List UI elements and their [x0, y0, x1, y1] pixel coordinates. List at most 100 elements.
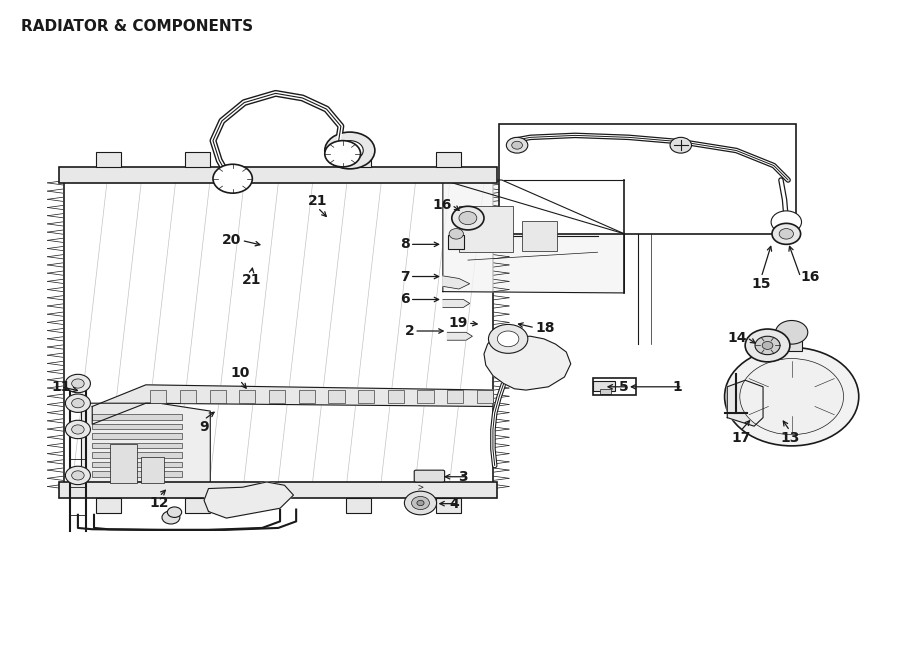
Bar: [92, 462, 182, 467]
Text: 7: 7: [400, 269, 410, 283]
Bar: [59, 167, 498, 183]
Text: 13: 13: [780, 431, 799, 445]
Bar: [141, 457, 164, 483]
Text: 3: 3: [458, 470, 468, 484]
Bar: [92, 434, 182, 439]
Bar: [92, 414, 182, 420]
Circle shape: [489, 324, 527, 354]
Bar: [593, 378, 636, 395]
Circle shape: [72, 471, 85, 480]
Circle shape: [337, 140, 364, 160]
Circle shape: [724, 348, 859, 446]
Text: 17: 17: [731, 431, 751, 445]
Text: 20: 20: [222, 234, 241, 248]
Circle shape: [459, 212, 477, 224]
Bar: [64, 177, 493, 489]
Circle shape: [498, 331, 519, 347]
Bar: [477, 390, 493, 403]
Circle shape: [512, 141, 522, 149]
Circle shape: [411, 496, 429, 510]
Circle shape: [771, 211, 802, 233]
Circle shape: [417, 500, 424, 506]
Bar: [447, 390, 464, 403]
Text: 18: 18: [535, 320, 554, 335]
Polygon shape: [82, 403, 211, 483]
Bar: [600, 389, 611, 394]
Circle shape: [167, 507, 182, 518]
Text: 4: 4: [449, 496, 459, 510]
Circle shape: [66, 394, 90, 412]
Bar: [185, 152, 211, 167]
Polygon shape: [447, 332, 473, 340]
Bar: [150, 390, 166, 403]
Text: RADIATOR & COMPONENTS: RADIATOR & COMPONENTS: [21, 19, 253, 34]
Text: 15: 15: [752, 277, 771, 291]
Bar: [436, 498, 461, 513]
Circle shape: [755, 336, 780, 355]
Circle shape: [162, 511, 180, 524]
Text: 9: 9: [199, 420, 209, 434]
Circle shape: [772, 223, 801, 244]
Bar: [92, 424, 182, 429]
Bar: [358, 390, 374, 403]
Bar: [95, 152, 121, 167]
FancyBboxPatch shape: [414, 470, 445, 482]
Text: 19: 19: [448, 316, 468, 330]
Polygon shape: [443, 299, 470, 307]
Polygon shape: [727, 380, 763, 426]
Bar: [593, 381, 616, 391]
Polygon shape: [204, 482, 293, 518]
Circle shape: [325, 140, 361, 167]
Bar: [95, 498, 121, 513]
Text: 21: 21: [308, 193, 328, 208]
Circle shape: [779, 228, 794, 239]
Circle shape: [213, 164, 252, 193]
Bar: [92, 452, 182, 457]
Bar: [59, 482, 498, 498]
Circle shape: [507, 137, 527, 153]
Text: 6: 6: [400, 293, 410, 307]
Circle shape: [344, 146, 356, 155]
Text: 14: 14: [727, 330, 747, 344]
Text: 21: 21: [242, 273, 261, 287]
Bar: [388, 390, 404, 403]
Bar: [459, 207, 513, 252]
Bar: [92, 471, 182, 477]
Text: 8: 8: [400, 238, 410, 252]
Text: 16: 16: [801, 270, 820, 284]
Bar: [346, 152, 372, 167]
Circle shape: [449, 228, 464, 239]
Polygon shape: [443, 180, 625, 293]
Circle shape: [66, 374, 90, 393]
Circle shape: [776, 320, 808, 344]
Circle shape: [740, 359, 843, 435]
Polygon shape: [92, 385, 493, 424]
Circle shape: [66, 466, 90, 485]
Circle shape: [404, 491, 436, 515]
Bar: [346, 498, 372, 513]
Circle shape: [452, 207, 484, 230]
Circle shape: [72, 425, 85, 434]
Bar: [522, 221, 557, 251]
Bar: [418, 390, 434, 403]
Bar: [92, 443, 182, 448]
Bar: [500, 124, 796, 234]
Circle shape: [325, 132, 375, 169]
Circle shape: [72, 399, 85, 408]
Circle shape: [745, 329, 790, 362]
Bar: [269, 390, 285, 403]
Bar: [185, 498, 211, 513]
Text: 1: 1: [673, 380, 682, 394]
Bar: [180, 390, 196, 403]
Bar: [299, 390, 315, 403]
Bar: [781, 334, 803, 351]
Polygon shape: [443, 276, 470, 289]
Bar: [436, 152, 461, 167]
Bar: [448, 234, 464, 249]
Bar: [328, 390, 345, 403]
Polygon shape: [484, 336, 571, 390]
Bar: [239, 390, 256, 403]
Circle shape: [66, 420, 90, 439]
Text: 10: 10: [230, 366, 249, 380]
Circle shape: [762, 342, 773, 350]
